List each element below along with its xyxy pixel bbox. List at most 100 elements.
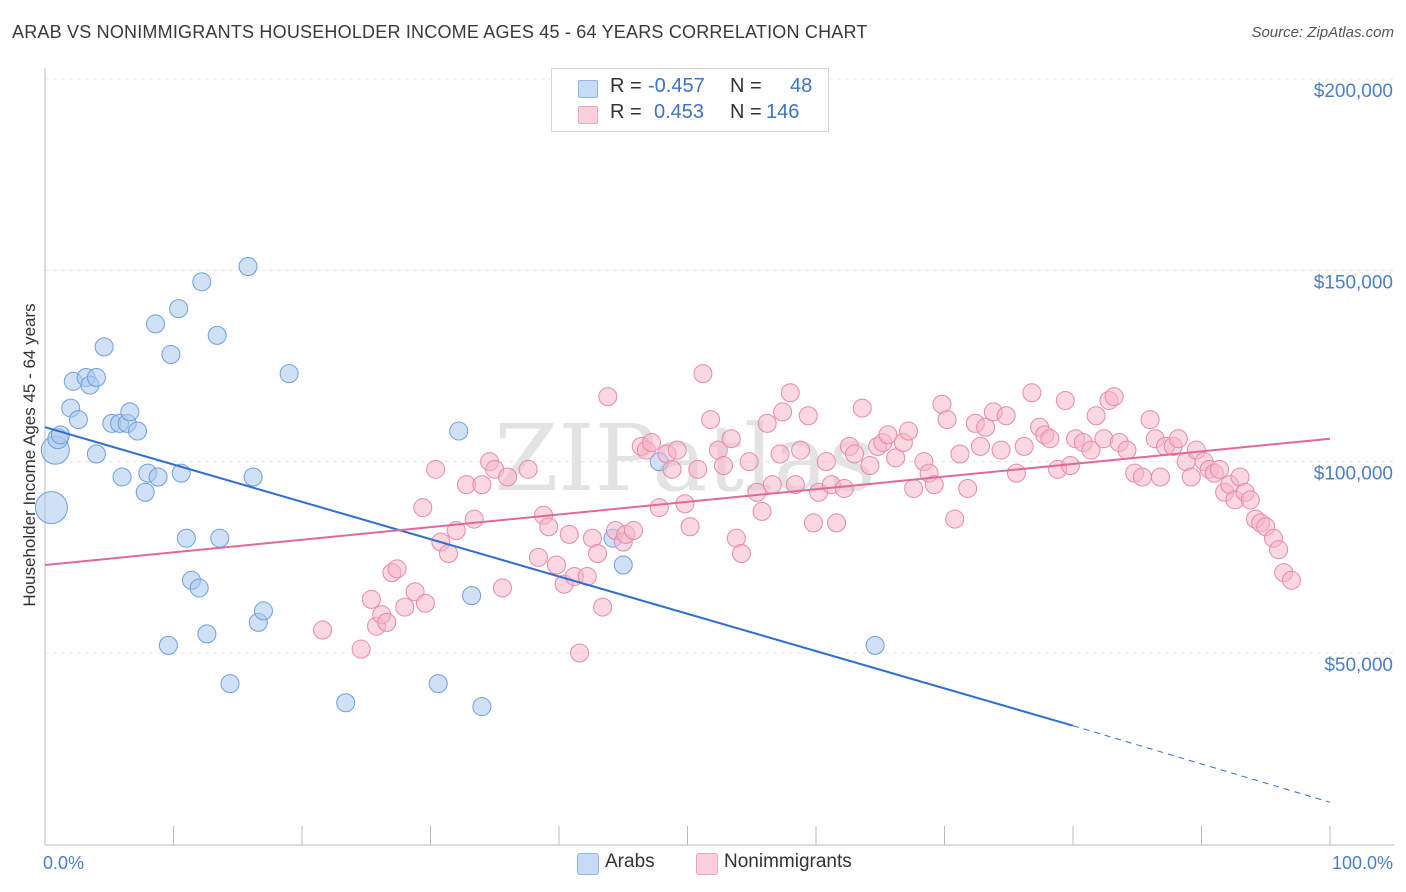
data-point bbox=[135, 482, 155, 502]
data-point bbox=[770, 444, 790, 464]
series-legend: Arabs Nonimmigrants bbox=[0, 851, 1406, 877]
data-point bbox=[904, 478, 924, 498]
data-point bbox=[158, 635, 178, 655]
series-nonimmigrants bbox=[313, 364, 1301, 663]
legend-swatch-arabs bbox=[577, 853, 599, 875]
data-point bbox=[1181, 467, 1201, 487]
data-point bbox=[791, 440, 811, 460]
data-point bbox=[865, 635, 885, 655]
data-point bbox=[361, 589, 381, 609]
data-point bbox=[827, 513, 847, 533]
data-point bbox=[739, 452, 759, 472]
data-point bbox=[713, 455, 733, 475]
data-point bbox=[1014, 436, 1034, 456]
x-tick-label: 0.0% bbox=[43, 853, 84, 873]
data-point bbox=[176, 528, 196, 548]
data-point bbox=[588, 544, 608, 564]
data-point bbox=[387, 559, 407, 579]
data-point bbox=[197, 624, 217, 644]
data-point bbox=[816, 452, 836, 472]
data-point bbox=[1104, 387, 1124, 407]
tick-labels: $50,000 $100,000 $150,000 $200,000 0.0% 100.0… bbox=[43, 81, 1393, 873]
data-point bbox=[950, 444, 970, 464]
data-point bbox=[624, 521, 644, 541]
x-tick-label: 100.0% bbox=[1332, 853, 1393, 873]
data-point bbox=[991, 440, 1011, 460]
data-point bbox=[146, 314, 166, 334]
data-point bbox=[1132, 467, 1152, 487]
data-point bbox=[852, 398, 872, 418]
data-point bbox=[667, 440, 687, 460]
data-point bbox=[169, 299, 189, 319]
chart-title: ARAB VS NONIMMIGRANTS HOUSEHOLDER INCOME… bbox=[12, 22, 868, 42]
data-point bbox=[721, 429, 741, 449]
data-point bbox=[161, 345, 181, 365]
data-point bbox=[1168, 429, 1188, 449]
data-point bbox=[675, 494, 695, 514]
data-point bbox=[642, 433, 662, 453]
r-label: R = bbox=[610, 101, 642, 123]
data-point bbox=[693, 364, 713, 384]
data-point bbox=[449, 421, 469, 441]
trend-lines bbox=[44, 426, 1331, 803]
r-value: -0.457 bbox=[648, 75, 705, 97]
data-point bbox=[207, 325, 227, 345]
data-point bbox=[958, 478, 978, 498]
gridlines bbox=[45, 78, 1394, 654]
trend-line-extension bbox=[1072, 725, 1331, 803]
legend-swatch-arabs bbox=[578, 80, 598, 98]
data-point bbox=[462, 586, 482, 606]
data-point bbox=[970, 436, 990, 456]
data-point bbox=[395, 597, 415, 617]
data-point bbox=[446, 521, 466, 541]
data-point bbox=[937, 410, 957, 430]
data-point bbox=[528, 547, 548, 567]
data-point bbox=[148, 467, 168, 487]
data-point bbox=[238, 257, 258, 277]
data-point bbox=[747, 482, 767, 502]
data-point bbox=[68, 410, 88, 430]
data-point bbox=[1040, 429, 1060, 449]
data-point bbox=[1269, 540, 1289, 560]
data-point bbox=[428, 674, 448, 694]
data-point bbox=[570, 643, 590, 663]
data-point bbox=[598, 387, 618, 407]
data-point bbox=[688, 459, 708, 479]
data-point bbox=[762, 475, 782, 495]
data-point bbox=[220, 674, 240, 694]
data-point bbox=[86, 444, 106, 464]
data-point bbox=[559, 524, 579, 544]
data-point bbox=[192, 272, 212, 292]
data-point bbox=[924, 475, 944, 495]
y-tick-label: $50,000 bbox=[1324, 655, 1393, 676]
data-point bbox=[878, 425, 898, 445]
legend-swatch-nonimmigrants bbox=[696, 853, 718, 875]
data-point bbox=[472, 697, 492, 717]
series-arabs bbox=[34, 257, 885, 717]
data-point bbox=[1081, 440, 1101, 460]
data-point bbox=[472, 475, 492, 495]
data-point bbox=[1086, 406, 1106, 426]
data-point bbox=[1209, 459, 1229, 479]
legend-label-nonimmigrants: Nonimmigrants bbox=[724, 851, 852, 872]
r-label: R = bbox=[610, 75, 642, 97]
data-point bbox=[662, 459, 682, 479]
n-label: N = bbox=[730, 75, 762, 97]
data-point bbox=[539, 517, 559, 537]
data-point bbox=[279, 364, 299, 384]
data-point bbox=[498, 467, 518, 487]
data-point bbox=[50, 425, 70, 445]
data-point bbox=[593, 597, 613, 617]
data-point bbox=[803, 513, 823, 533]
data-point bbox=[128, 421, 148, 441]
n-value: 146 bbox=[766, 101, 800, 123]
data-point bbox=[546, 555, 566, 575]
data-point bbox=[94, 337, 114, 357]
data-point bbox=[34, 491, 68, 525]
trend-line bbox=[44, 437, 1331, 566]
n-value: 48 bbox=[790, 75, 813, 97]
y-tick-label: $100,000 bbox=[1314, 464, 1393, 485]
data-point bbox=[1240, 490, 1260, 510]
data-point bbox=[680, 517, 700, 537]
